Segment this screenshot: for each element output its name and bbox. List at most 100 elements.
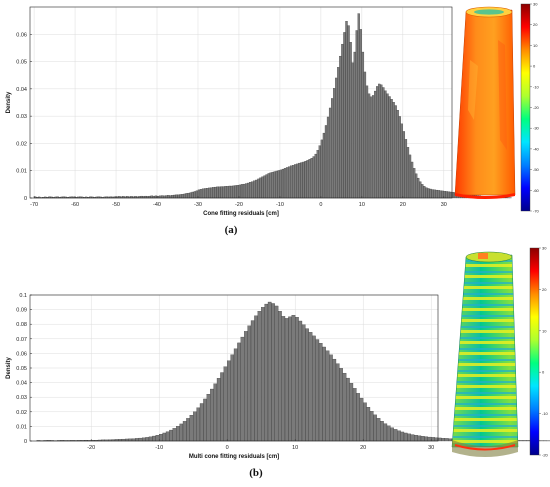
histogram-bar xyxy=(366,407,371,442)
histogram-bar xyxy=(232,185,235,199)
histogram-bar xyxy=(216,186,219,199)
histogram-bar xyxy=(425,187,428,199)
histogram-bar xyxy=(160,195,164,199)
histogram-bar xyxy=(271,171,274,199)
x-tick-label: 10 xyxy=(359,202,365,208)
y-tick-label: 0.01 xyxy=(16,424,27,430)
histogram-bar xyxy=(254,315,258,442)
histogram-bar xyxy=(172,428,177,442)
y-tick-label: 0.02 xyxy=(16,410,27,416)
histogram-bar xyxy=(359,29,362,199)
histogram-bar xyxy=(325,350,330,442)
histogram-bar xyxy=(400,123,403,199)
x-tick-label: 30 xyxy=(428,445,434,451)
histogram-bar xyxy=(419,181,422,199)
histogram-bar xyxy=(230,354,235,442)
histogram-bar xyxy=(142,437,146,442)
histogram-bar xyxy=(451,192,455,199)
histogram-b: -20 -10 0 10 20 30 0 0.01 0.02 0.03 0.04 0.05 0.06 0.… xyxy=(6,293,550,460)
histogram-bar xyxy=(233,348,238,442)
histogram-bar xyxy=(214,186,217,199)
histogram-bar xyxy=(386,425,391,442)
histogram-bar xyxy=(128,438,133,442)
histogram-bar xyxy=(259,177,262,199)
histogram-bar xyxy=(392,102,395,199)
histogram-bar xyxy=(208,187,211,199)
histogram-bar xyxy=(369,96,373,199)
histogram-bar xyxy=(158,195,162,199)
histogram-bar xyxy=(394,105,397,199)
y-axis-label: Density xyxy=(6,357,12,379)
histogram-bar xyxy=(284,318,289,442)
histogram-bar xyxy=(414,435,418,442)
histogram-bar xyxy=(185,193,188,199)
histogram-a: -70 -60 -50 -40 -30 -20 -10 0 10 20 30 0 0.01 0.02 0.0… xyxy=(6,6,512,217)
histogram-bar xyxy=(332,358,337,442)
histogram-bar xyxy=(287,166,291,199)
histogram-bar xyxy=(433,189,436,199)
histogram-bar xyxy=(131,438,136,442)
histogram-bar xyxy=(443,191,446,199)
histogram-bar xyxy=(322,346,326,442)
histogram-bar xyxy=(328,107,332,199)
histogram-bar xyxy=(163,195,166,199)
y-tick-label: 0.09 xyxy=(16,308,27,314)
histogram-bar xyxy=(154,195,158,199)
histogram-bar xyxy=(298,162,301,199)
histogram-bar xyxy=(251,181,254,199)
histogram-bar xyxy=(240,336,245,442)
colorbar-tick-label: 20 xyxy=(542,287,547,292)
x-tick-label: 20 xyxy=(360,445,366,451)
colorbar-gradient xyxy=(520,3,531,212)
histogram-bar xyxy=(273,171,276,199)
histogram-bar xyxy=(244,183,248,199)
y-tick-label: 0.08 xyxy=(16,322,27,328)
histogram-bar xyxy=(417,435,422,442)
histogram-bar xyxy=(380,421,384,442)
histogram-bar xyxy=(353,51,356,199)
histogram-bar xyxy=(380,84,383,199)
histogram-bar xyxy=(234,185,238,199)
histogram-bar xyxy=(279,169,283,199)
histogram-bar xyxy=(199,189,203,199)
y-axis-label: Density xyxy=(6,91,12,113)
histogram-bar xyxy=(278,311,282,442)
histogram-bar xyxy=(152,435,156,442)
histogram-bar xyxy=(255,179,258,199)
histogram-bar xyxy=(187,192,190,199)
histogram-bar xyxy=(304,161,307,199)
histogram-bar xyxy=(431,437,435,442)
caption-a: (a) xyxy=(224,224,238,236)
histogram-bar xyxy=(356,393,360,442)
histogram-bar xyxy=(201,188,205,199)
histogram-bar xyxy=(345,21,348,199)
histogram-bar xyxy=(388,96,391,199)
histogram-bar xyxy=(318,343,323,442)
histogram-bar xyxy=(173,194,176,199)
histogram-bar xyxy=(352,388,357,442)
histogram-bar xyxy=(277,170,281,199)
histogram-bar xyxy=(412,168,416,199)
histogram-bar xyxy=(343,32,346,199)
histogram-bar xyxy=(261,307,265,442)
histogram-bar xyxy=(274,305,279,442)
histogram-bar xyxy=(337,67,340,199)
histogram-bar xyxy=(519,440,524,442)
histogram-bar xyxy=(423,186,426,199)
colorbar-tick-label: -70 xyxy=(533,209,540,214)
histogram-bar xyxy=(264,303,269,442)
x-tick-label: -70 xyxy=(30,202,38,208)
histogram-bar xyxy=(138,437,143,442)
colorbar-tick-label: 20 xyxy=(533,22,538,27)
histogram-bar xyxy=(125,438,129,442)
histogram-bar xyxy=(326,116,330,199)
histogram-bar xyxy=(320,139,324,199)
histogram-bar xyxy=(376,86,379,199)
histogram-bar xyxy=(212,187,215,199)
histogram-bar xyxy=(199,403,204,442)
histogram-bar xyxy=(292,165,295,199)
histogram-bar xyxy=(403,432,408,442)
y-tick-label: 0.03 xyxy=(16,395,27,401)
histogram-bar xyxy=(390,427,394,442)
histogram-bar xyxy=(290,165,293,199)
